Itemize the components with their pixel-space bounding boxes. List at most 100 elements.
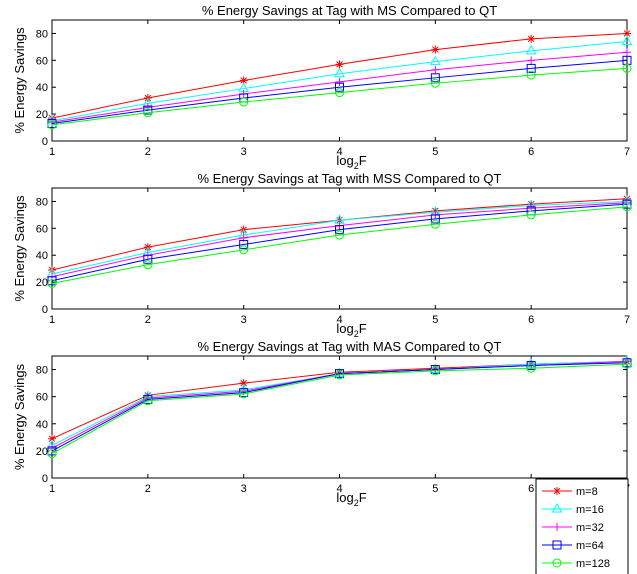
data-point bbox=[527, 34, 536, 43]
data-point bbox=[430, 214, 440, 224]
data-point bbox=[335, 60, 344, 69]
y-tick-label: 80 bbox=[36, 28, 48, 40]
data-point bbox=[527, 200, 536, 209]
x-axis-label: log2F bbox=[336, 321, 366, 339]
chart-title: % Energy Savings at Tag with MSS Compare… bbox=[198, 171, 502, 186]
axes-frame bbox=[51, 187, 628, 310]
legend: m=8 m=16 m=32 m=64 m=128 bbox=[535, 478, 629, 574]
x-axis-label-main: log bbox=[336, 490, 353, 505]
data-point bbox=[430, 78, 440, 88]
data-point bbox=[143, 260, 153, 270]
series-line bbox=[51, 363, 628, 455]
data-point bbox=[430, 73, 440, 83]
data-point bbox=[621, 35, 633, 46]
data-point bbox=[47, 449, 57, 459]
y-axis-label: % Energy Savings bbox=[12, 195, 27, 302]
y-axis-label: % Energy Savings bbox=[12, 363, 27, 470]
series-m=128 bbox=[47, 359, 632, 459]
series-line bbox=[51, 362, 628, 452]
x-axis-label: log2F bbox=[336, 153, 366, 171]
x-axis-label-tail: F bbox=[359, 490, 367, 505]
x-tick-label: 3 bbox=[241, 146, 247, 158]
x-axis-label-tail: F bbox=[359, 321, 367, 336]
legend-label: m=8 bbox=[576, 486, 598, 498]
x-tick-label: 4 bbox=[336, 146, 342, 158]
x-tick-label: 1 bbox=[49, 146, 55, 158]
series-m=128 bbox=[47, 63, 632, 130]
data-point bbox=[143, 254, 153, 264]
y-tick-label: 60 bbox=[36, 223, 48, 235]
x-tick-label: 2 bbox=[145, 483, 151, 495]
data-point bbox=[622, 63, 632, 73]
legend-label: m=64 bbox=[576, 540, 604, 552]
y-tick-label: 20 bbox=[36, 109, 48, 121]
data-point bbox=[431, 206, 440, 215]
x-tick-label: 5 bbox=[432, 483, 438, 495]
data-point bbox=[335, 225, 344, 235]
data-point bbox=[623, 29, 631, 38]
data-point bbox=[335, 82, 344, 92]
x-axis-label: log2F bbox=[336, 490, 366, 508]
subplot-2: % Energy Savings at Tag with MSS Compare… bbox=[12, 171, 633, 339]
x-tick-label: 6 bbox=[528, 146, 534, 158]
data-point bbox=[526, 63, 536, 73]
x-axis-label-main: log bbox=[336, 153, 353, 168]
x-axis-label-subscript: 2 bbox=[354, 161, 359, 171]
x-tick-label: 5 bbox=[432, 314, 438, 326]
legend-label: m=32 bbox=[576, 522, 604, 534]
y-tick-label: 60 bbox=[36, 55, 48, 67]
x-tick-label: 3 bbox=[241, 314, 247, 326]
legend-marker bbox=[553, 487, 561, 495]
data-point bbox=[239, 379, 248, 388]
subplot-3: % Energy Savings at Tag with MAS Compare… bbox=[12, 339, 633, 508]
data-point bbox=[335, 370, 344, 380]
data-point bbox=[431, 65, 440, 74]
data-point bbox=[623, 194, 631, 203]
data-point bbox=[431, 45, 440, 54]
data-point bbox=[429, 55, 441, 66]
data-point bbox=[48, 434, 56, 443]
data-point bbox=[430, 219, 440, 229]
series-line bbox=[51, 41, 628, 122]
data-point bbox=[334, 67, 345, 78]
data-point bbox=[335, 77, 344, 86]
data-point bbox=[239, 76, 248, 85]
data-point bbox=[239, 389, 249, 399]
data-point bbox=[526, 363, 536, 373]
data-point bbox=[47, 278, 57, 288]
y-tick-label: 40 bbox=[36, 419, 48, 431]
y-tick-label: 0 bbox=[42, 304, 48, 316]
legend-label: m=128 bbox=[576, 558, 610, 570]
x-tick-label: 2 bbox=[145, 314, 151, 326]
legend-item: m=64 bbox=[542, 540, 604, 552]
x-axis-label-main: log bbox=[336, 321, 353, 336]
x-tick-label: 5 bbox=[432, 146, 438, 158]
x-axis-label-subscript: 2 bbox=[354, 498, 359, 508]
data-point bbox=[239, 239, 249, 249]
data-point bbox=[48, 114, 56, 123]
x-tick-label: 1 bbox=[49, 314, 55, 326]
data-point bbox=[622, 202, 632, 212]
data-point bbox=[47, 276, 57, 286]
y-tick-label: 0 bbox=[42, 136, 48, 148]
data-point bbox=[239, 97, 249, 107]
x-tick-label: 2 bbox=[145, 146, 151, 158]
data-point bbox=[526, 70, 536, 80]
series-line bbox=[51, 59, 628, 125]
series-line bbox=[51, 206, 628, 284]
x-tick-label: 4 bbox=[336, 314, 342, 326]
y-tick-label: 40 bbox=[36, 250, 48, 262]
x-axis-label-tail: F bbox=[359, 153, 367, 168]
legend-marker bbox=[552, 540, 562, 550]
legend-marker bbox=[552, 558, 562, 568]
x-tick-label: 6 bbox=[528, 314, 534, 326]
y-tick-label: 80 bbox=[36, 196, 48, 208]
data-point bbox=[526, 360, 536, 370]
data-point bbox=[143, 396, 153, 406]
x-axis-label-subscript: 2 bbox=[354, 329, 359, 339]
legend-marker bbox=[553, 523, 561, 531]
x-tick-label: 1 bbox=[49, 483, 55, 495]
series-m=128 bbox=[47, 202, 632, 288]
legend-item: m=32 bbox=[542, 522, 604, 534]
